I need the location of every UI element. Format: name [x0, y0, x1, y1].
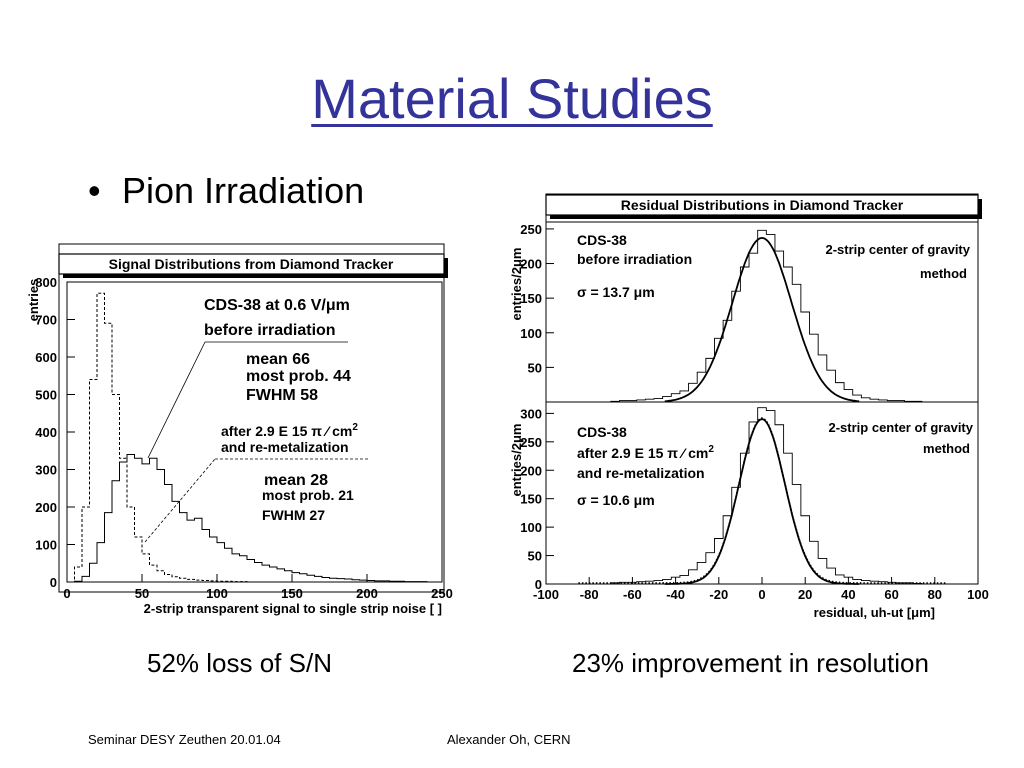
- chart-frame: [58, 243, 445, 593]
- annotation-method-top: 2-strip center of gravity: [826, 242, 971, 257]
- annotation-fwhm-before: FWHM 58: [246, 387, 318, 404]
- y-tick-label: 50: [528, 549, 542, 564]
- annotation-after: after 2.9 E 15 π ⁄ cm2: [577, 444, 714, 461]
- dotted-fit-after: [578, 417, 946, 584]
- x-tick-label: 50: [135, 586, 149, 601]
- pointer-line-before: [147, 341, 206, 459]
- x-tick-label: -20: [709, 587, 728, 602]
- annotation-after: after 2.9 E 15 π ⁄ cm2: [221, 422, 358, 439]
- y-tick-label: 300: [35, 463, 57, 478]
- y-tick-label: 150: [520, 291, 542, 306]
- x-tick-label: -100: [533, 587, 559, 602]
- annotation-before: before irradiation: [577, 251, 692, 267]
- y-tick-label: 300: [520, 406, 542, 421]
- left-caption: 52% loss of S/N: [147, 648, 332, 678]
- title-box: [545, 194, 979, 216]
- y-tick-label: 250: [520, 222, 542, 237]
- x-tick-label: 150: [281, 586, 303, 601]
- x-tick-label: 200: [356, 586, 378, 601]
- y-tick-label: 200: [520, 257, 542, 272]
- annotation-sigma-bottom: σ = 10.6 μm: [577, 492, 655, 508]
- residual-hist-before: [610, 229, 923, 402]
- y-tick-label: 500: [35, 388, 57, 403]
- y-tick-label: 200: [520, 463, 542, 478]
- annotation-mostprob-after: most prob. 21: [262, 487, 354, 503]
- residual-hist-after: [610, 407, 923, 584]
- x-axis-label: residual, uh-ut [μm]: [814, 605, 935, 620]
- y-tick-label: 0: [535, 577, 542, 592]
- y-tick-label: 250: [520, 435, 542, 450]
- title-box: [58, 253, 445, 275]
- chart-title: Residual Distributions in Diamond Tracke…: [621, 197, 904, 213]
- annotation-method-bottom: 2-strip center of gravity: [829, 420, 974, 435]
- annotation-remetal: and re-metalization: [577, 465, 705, 481]
- bullet-icon: •: [88, 170, 101, 211]
- y-tick-label: 600: [35, 350, 57, 365]
- y-axis-label-top: entries/2μm: [509, 248, 524, 321]
- x-tick-label: 100: [206, 586, 228, 601]
- x-tick-label: 60: [884, 587, 898, 602]
- annotation-before: before irradiation: [204, 322, 336, 339]
- annotation-cds: CDS-38 at 0.6 V/μm: [204, 297, 350, 314]
- y-tick-label: 100: [35, 538, 57, 553]
- y-tick-label: 100: [520, 520, 542, 535]
- right-caption: 23% improvement in resolution: [572, 648, 929, 678]
- y-tick-label: 700: [35, 313, 57, 328]
- y-tick-label: 800: [35, 275, 57, 290]
- chart-title: Signal Distributions from Diamond Tracke…: [109, 256, 394, 272]
- annotation-mean-before: mean 66: [246, 351, 310, 368]
- residual-distribution-chart: Residual Distributions in Diamond Tracke…: [509, 193, 989, 620]
- slide-title: Material Studies: [311, 67, 713, 130]
- series-after-irradiation: [67, 292, 255, 583]
- annotation-method2-bottom: method: [923, 441, 970, 456]
- y-tick-label: 200: [35, 500, 57, 515]
- y-axis-label: entries: [26, 279, 41, 322]
- x-tick-label: -60: [623, 587, 642, 602]
- y-tick-label: 150: [520, 492, 542, 507]
- annotation-fwhm-after: FWHM 27: [262, 507, 325, 523]
- x-tick-label: 40: [841, 587, 855, 602]
- y-tick-label: 50: [528, 360, 542, 375]
- gaussian-fit-after: [664, 418, 860, 585]
- y-tick-label: 400: [35, 425, 57, 440]
- x-axis-label: 2-strip transparent signal to single str…: [144, 601, 442, 616]
- series-before-irradiation: [67, 454, 442, 583]
- annotation-cds-bottom: CDS-38: [577, 424, 627, 440]
- bullet-text: Pion Irradiation: [122, 170, 365, 211]
- annotation-mean-after: mean 28: [264, 472, 328, 489]
- x-tick-label: 100: [967, 587, 989, 602]
- x-tick-label: 80: [928, 587, 942, 602]
- signal-distribution-chart: Signal Distributions from Diamond Tracke…: [26, 243, 453, 616]
- y-axis-label-bottom: entries/2μm: [509, 424, 524, 497]
- x-tick-label: 0: [63, 586, 70, 601]
- annotation-mostprob-before: most prob. 44: [246, 368, 351, 385]
- x-tick-label: 250: [431, 586, 453, 601]
- x-tick-label: -40: [666, 587, 685, 602]
- x-tick-label: -80: [580, 587, 599, 602]
- annotation-method2-top: method: [920, 266, 967, 281]
- y-tick-label: 100: [520, 326, 542, 341]
- annotation-cds-top: CDS-38: [577, 232, 627, 248]
- bullet-point: • Pion Irradiation: [88, 170, 364, 212]
- chart-frame: [545, 193, 979, 585]
- footer-left: Seminar DESY Zeuthen 20.01.04: [88, 732, 281, 747]
- annotation-sigma-top: σ = 13.7 μm: [577, 284, 655, 300]
- pointer-line-after: [144, 458, 216, 543]
- annotation-remetal: and re-metalization: [221, 439, 349, 455]
- y-tick-label: 0: [50, 575, 57, 590]
- x-tick-label: 0: [758, 587, 765, 602]
- gaussian-fit-before: [664, 236, 860, 403]
- x-tick-label: 20: [798, 587, 812, 602]
- footer-center: Alexander Oh, CERN: [447, 732, 571, 747]
